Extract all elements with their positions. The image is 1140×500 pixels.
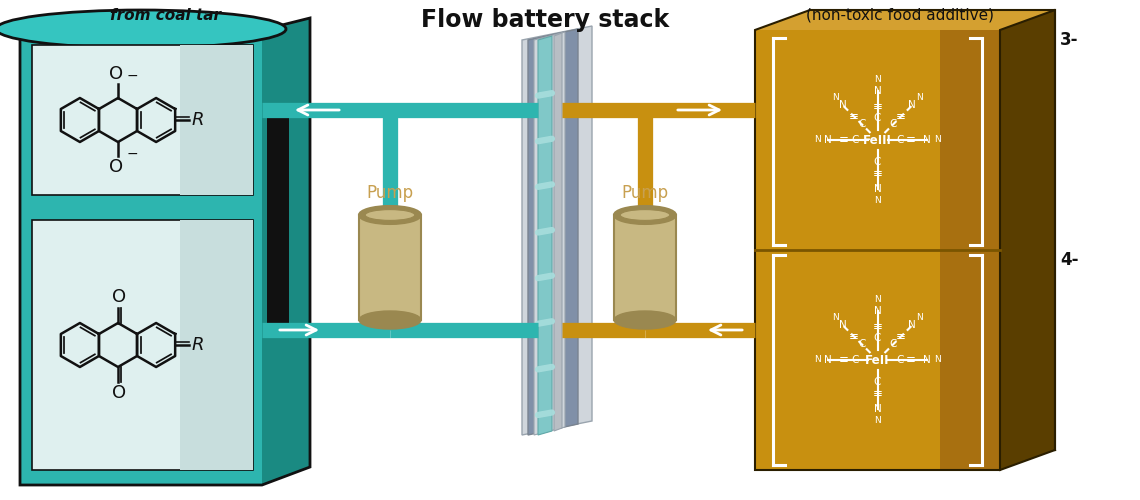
Text: N: N <box>874 75 881 84</box>
Text: N: N <box>935 136 942 144</box>
Text: FeIII: FeIII <box>863 134 891 146</box>
Text: Pump: Pump <box>621 184 668 202</box>
Ellipse shape <box>359 206 421 224</box>
Text: N: N <box>873 184 881 194</box>
Text: N: N <box>814 136 821 144</box>
Ellipse shape <box>365 210 415 220</box>
Text: ≡: ≡ <box>906 354 917 366</box>
Text: C: C <box>896 135 903 145</box>
Text: C: C <box>874 113 881 123</box>
Polygon shape <box>755 30 1000 470</box>
Text: N: N <box>923 135 930 145</box>
Text: ≡: ≡ <box>839 354 849 366</box>
Text: ≡: ≡ <box>872 167 882 180</box>
Ellipse shape <box>614 206 676 224</box>
Text: Pump: Pump <box>366 184 414 202</box>
Text: FeII: FeII <box>865 354 889 366</box>
Polygon shape <box>1000 10 1054 470</box>
Text: −: − <box>127 69 139 83</box>
Text: C: C <box>874 157 881 167</box>
Text: ≡: ≡ <box>872 387 882 400</box>
Polygon shape <box>267 104 290 336</box>
Text: N: N <box>839 320 847 330</box>
Text: N: N <box>874 196 881 205</box>
Text: −: − <box>127 147 139 161</box>
Polygon shape <box>554 33 562 431</box>
Text: O: O <box>109 65 123 83</box>
Text: N: N <box>935 356 942 364</box>
Text: O: O <box>112 384 127 402</box>
Polygon shape <box>262 18 310 485</box>
Polygon shape <box>614 215 676 320</box>
Polygon shape <box>21 30 262 485</box>
Polygon shape <box>534 32 565 435</box>
Text: N: N <box>814 356 821 364</box>
Text: C: C <box>889 340 897 349</box>
Text: 3-: 3- <box>1060 31 1078 49</box>
Text: ≡: ≡ <box>872 320 882 333</box>
Text: N: N <box>923 355 930 365</box>
Text: R: R <box>192 111 204 129</box>
Ellipse shape <box>620 210 670 220</box>
Polygon shape <box>180 220 253 470</box>
Polygon shape <box>359 215 421 320</box>
Text: C: C <box>889 120 897 130</box>
Ellipse shape <box>0 10 286 48</box>
Text: C: C <box>896 355 903 365</box>
Text: N: N <box>873 306 881 316</box>
Text: N: N <box>917 314 923 322</box>
Polygon shape <box>522 26 592 435</box>
Text: from coal tar: from coal tar <box>109 8 220 23</box>
Text: N: N <box>874 416 881 425</box>
Text: 4-: 4- <box>1060 251 1078 269</box>
Polygon shape <box>940 30 1000 470</box>
Text: O: O <box>112 288 127 306</box>
Text: C: C <box>852 135 858 145</box>
Polygon shape <box>32 45 253 195</box>
Text: C: C <box>858 340 865 349</box>
Text: R: R <box>192 336 204 354</box>
Text: N: N <box>839 100 847 110</box>
Polygon shape <box>180 45 253 195</box>
Polygon shape <box>528 29 578 435</box>
Text: ≡: ≡ <box>849 110 858 123</box>
Text: ≡: ≡ <box>839 134 849 146</box>
Text: ≡: ≡ <box>872 100 882 113</box>
Text: N: N <box>832 314 839 322</box>
Text: N: N <box>909 100 915 110</box>
Text: N: N <box>873 404 881 414</box>
Ellipse shape <box>359 311 421 329</box>
Text: C: C <box>852 355 858 365</box>
Text: N: N <box>917 94 923 102</box>
Polygon shape <box>32 220 253 470</box>
Text: N: N <box>873 86 881 96</box>
Polygon shape <box>538 36 552 435</box>
Text: C: C <box>874 333 881 343</box>
Text: (non-toxic food additive): (non-toxic food additive) <box>806 8 994 23</box>
Text: ≡: ≡ <box>896 110 906 123</box>
Text: N: N <box>832 94 839 102</box>
Ellipse shape <box>614 311 676 329</box>
Text: N: N <box>874 295 881 304</box>
Text: ≡: ≡ <box>906 134 917 146</box>
Text: N: N <box>824 355 832 365</box>
Text: C: C <box>858 120 865 130</box>
Text: N: N <box>824 135 832 145</box>
Polygon shape <box>755 10 1054 30</box>
Text: O: O <box>109 158 123 176</box>
Text: ≡: ≡ <box>849 330 858 343</box>
Text: C: C <box>874 377 881 387</box>
Text: Flow battery stack: Flow battery stack <box>421 8 669 32</box>
Text: N: N <box>909 320 915 330</box>
Text: ≡: ≡ <box>896 330 906 343</box>
